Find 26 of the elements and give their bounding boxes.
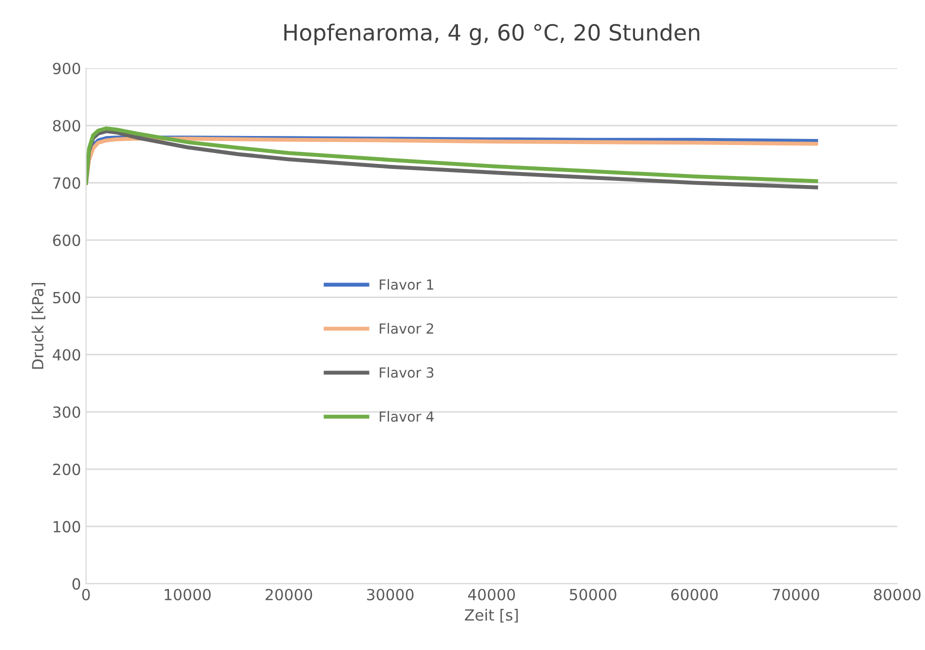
y-tick-label: 400 bbox=[52, 349, 80, 361]
x-tick-label: 20000 bbox=[266, 588, 312, 600]
chart-title: Hopfenaroma, 4 g, 60 °C, 20 Stunden bbox=[284, 24, 700, 46]
x-tick-label: 50000 bbox=[570, 588, 616, 600]
y-tick-label: 100 bbox=[54, 520, 80, 532]
y-tick-label: 0 bbox=[72, 578, 80, 590]
y-tick-label: 900 bbox=[52, 62, 80, 74]
legend-label: Flavor 4 bbox=[380, 411, 434, 422]
y-tick-label: 700 bbox=[53, 177, 80, 189]
x-tick-label: 0 bbox=[82, 588, 90, 600]
x-tick-label: 30000 bbox=[367, 588, 414, 600]
y-tick-label: 200 bbox=[53, 464, 80, 476]
y-tick-label: 500 bbox=[53, 292, 80, 304]
x-tick-label: 60000 bbox=[671, 588, 718, 600]
y-tick-label: 300 bbox=[53, 406, 80, 418]
x-tick-label: 10000 bbox=[164, 588, 211, 600]
y-tick-label: 800 bbox=[53, 120, 80, 132]
x-tick-label: 80000 bbox=[874, 588, 921, 600]
legend-label: Flavor 1 bbox=[380, 279, 434, 290]
legend-label: Flavor 3 bbox=[380, 367, 434, 378]
y-axis-title: Druck [kPa] bbox=[32, 283, 46, 369]
x-tick-label: 40000 bbox=[468, 588, 515, 600]
legend-label: Flavor 2 bbox=[380, 323, 434, 334]
y-tick-label: 600 bbox=[53, 234, 80, 246]
x-axis-title: Zeit [s] bbox=[464, 608, 518, 623]
x-tick-label: 70000 bbox=[772, 588, 820, 600]
